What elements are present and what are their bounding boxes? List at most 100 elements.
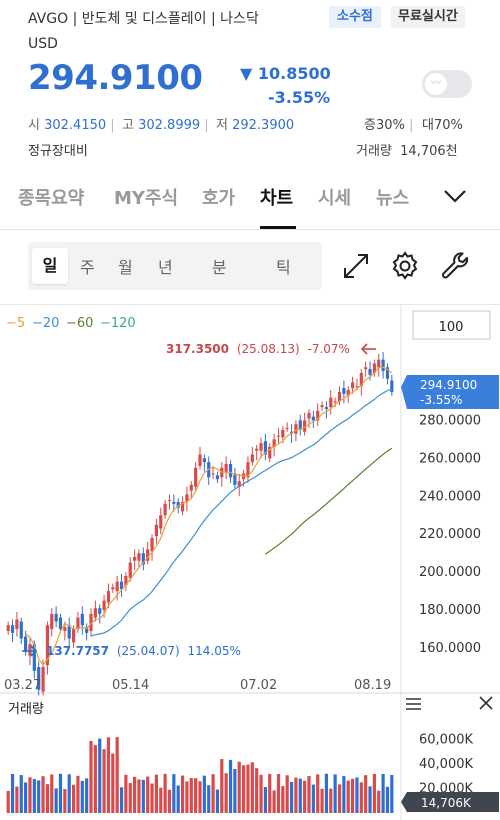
candle-body [133, 556, 137, 561]
volume-bar [15, 786, 19, 813]
period-day[interactable]: 일 [32, 248, 68, 284]
candle-body [85, 627, 89, 633]
low-annotation: 137.7757 (25.04.07) 114.05% [46, 644, 241, 658]
candle-body [285, 427, 289, 429]
realtime-toggle[interactable]: 〰 [422, 70, 472, 98]
y-tick-label: 260.0000 [419, 451, 481, 466]
chevron-down-icon[interactable] [442, 186, 468, 206]
open-price: 시 302.4150 | [28, 118, 115, 133]
expand-icon[interactable] [340, 250, 372, 282]
candle-body [350, 382, 355, 389]
period-month[interactable]: 월 [118, 258, 133, 277]
candle-body [185, 494, 189, 502]
period-week[interactable]: 주 [80, 258, 95, 277]
volume-bar [202, 775, 206, 813]
tab-my-stock[interactable]: MY주식 [114, 188, 179, 209]
loan-rate: 대70% [422, 118, 463, 133]
candle-body [368, 369, 372, 375]
candle-body [250, 454, 254, 463]
volume-bar [272, 790, 276, 813]
volume-bar [133, 776, 137, 813]
candle-body [37, 667, 41, 690]
volume-bar [119, 787, 124, 813]
ma-input-box[interactable] [412, 310, 491, 340]
candle-body [98, 608, 102, 614]
candle-body [377, 359, 381, 368]
candle-body [246, 462, 250, 478]
tab-price[interactable]: 시세 [318, 188, 352, 209]
ma-input-value[interactable]: 100 [439, 320, 464, 335]
candle-body [198, 454, 202, 466]
wrench-icon[interactable] [440, 250, 472, 282]
volume-bar [390, 774, 394, 813]
volume-current-tag: 14,706K [401, 792, 499, 812]
volume-bar [93, 745, 97, 813]
tab-news[interactable]: 뉴스 [376, 188, 410, 209]
ma-legend-item: −5 [6, 316, 25, 331]
volume-bar [333, 774, 337, 813]
close-icon[interactable] [479, 696, 493, 710]
volume-bar [189, 777, 193, 813]
candle-body [146, 549, 150, 561]
candle-body [19, 621, 23, 639]
candle-body [124, 575, 128, 586]
volume-bar [45, 784, 50, 813]
candle-body [54, 613, 58, 622]
volume-bar [215, 789, 220, 813]
volume-bar [80, 780, 84, 813]
period-year[interactable]: 년 [158, 258, 173, 277]
tab-orderbook[interactable]: 호가 [202, 188, 236, 209]
period-minute[interactable]: 분 [212, 258, 227, 277]
candle-body [71, 629, 76, 643]
candle-body [167, 500, 172, 502]
volume-bar [329, 788, 333, 813]
candle-body [50, 613, 54, 630]
volume-bar [10, 773, 15, 813]
volume-bar [233, 769, 237, 813]
tab-chart[interactable]: 차트 [260, 188, 294, 209]
candle-body [342, 388, 346, 394]
candle-body [355, 386, 359, 388]
candle-body [268, 446, 272, 459]
decimal-badge[interactable]: 소수점 [329, 6, 381, 28]
volume-bar [368, 786, 372, 813]
volume-bar [320, 788, 324, 813]
period-tick[interactable]: 틱 [276, 258, 291, 277]
candle-body [228, 464, 233, 478]
y-tick-label: 200.0000 [419, 565, 481, 580]
tab-summary[interactable]: 종목요약 [18, 188, 85, 209]
volume-bar [250, 762, 254, 813]
volume-bar [294, 777, 298, 813]
gear-icon[interactable] [389, 250, 421, 282]
candle-body [150, 537, 154, 552]
volume-bar [24, 782, 28, 813]
candle-body [159, 515, 163, 529]
change-amount: ▼ 10.8500 [240, 64, 331, 83]
volume-bar [241, 765, 246, 813]
candle-body [381, 359, 385, 372]
volume-bar [180, 775, 185, 813]
menu-icon[interactable] [406, 698, 421, 710]
candle-body [89, 613, 93, 631]
candle-body [346, 390, 350, 396]
price-chart[interactable]: 100 −5 −20 −60 −120 160.0000 180.0000 200.000… [0, 305, 500, 820]
ma-legend-item: −20 [32, 316, 59, 331]
candle-body [115, 581, 119, 592]
volume-bar [246, 764, 250, 813]
volume-bar [124, 774, 128, 813]
volume-bar [50, 774, 54, 813]
volume-bar [385, 786, 390, 813]
candle-body [41, 667, 45, 692]
volume-bar [115, 737, 119, 813]
candle-body [364, 367, 368, 370]
volume-bar [255, 768, 259, 813]
volume-bar [359, 782, 363, 813]
candle-body [237, 481, 241, 487]
volume-bar [89, 740, 93, 813]
candle-body [111, 587, 115, 590]
candle-body [294, 424, 298, 434]
volume-bar [98, 738, 102, 813]
realtime-badge[interactable]: 무료실시간 [391, 6, 465, 28]
volume-title: 거래량 [8, 702, 44, 717]
candle-body [320, 405, 324, 408]
